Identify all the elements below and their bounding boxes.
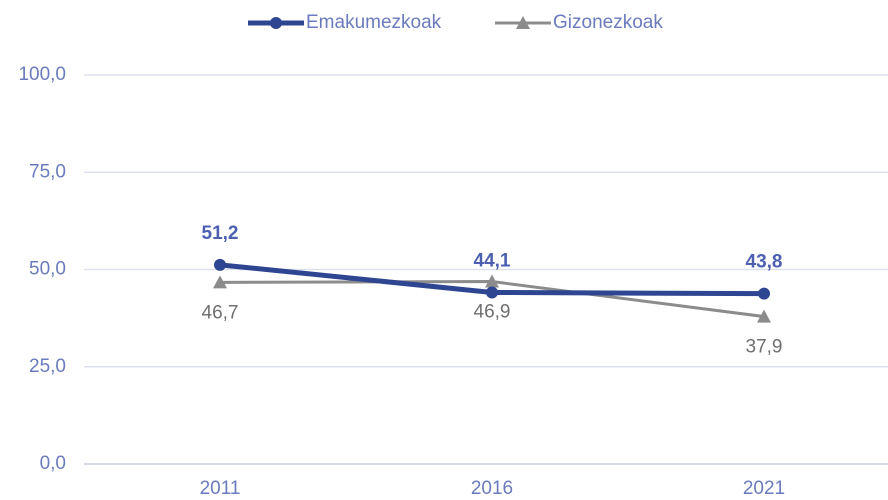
data-label: 51,2 bbox=[202, 223, 239, 244]
y-tick-label: 25,0 bbox=[29, 356, 66, 377]
data-label: 46,7 bbox=[202, 302, 239, 323]
legend-marker bbox=[516, 16, 530, 29]
data-label: 43,8 bbox=[746, 252, 783, 273]
data-label: 46,9 bbox=[474, 302, 511, 323]
x-tick-label: 2011 bbox=[200, 478, 241, 499]
y-tick-label: 50,0 bbox=[29, 259, 66, 280]
data-label: 37,9 bbox=[746, 337, 783, 358]
y-tick-label: 75,0 bbox=[29, 161, 66, 182]
point bbox=[485, 274, 499, 288]
legend-marker bbox=[270, 17, 282, 29]
point bbox=[757, 309, 771, 323]
point bbox=[486, 286, 498, 299]
x-tick-label: 2021 bbox=[743, 478, 785, 499]
point bbox=[213, 275, 227, 289]
y-tick-label: 0,0 bbox=[40, 453, 66, 474]
point bbox=[758, 287, 770, 300]
x-tick-label: 2016 bbox=[471, 478, 513, 499]
legend-label: Gizonezkoak bbox=[553, 12, 663, 33]
y-tick-label: 100,0 bbox=[18, 64, 66, 85]
point bbox=[214, 258, 226, 271]
legend-label: Emakumezkoak bbox=[306, 12, 442, 33]
data-label: 44,1 bbox=[474, 250, 511, 271]
